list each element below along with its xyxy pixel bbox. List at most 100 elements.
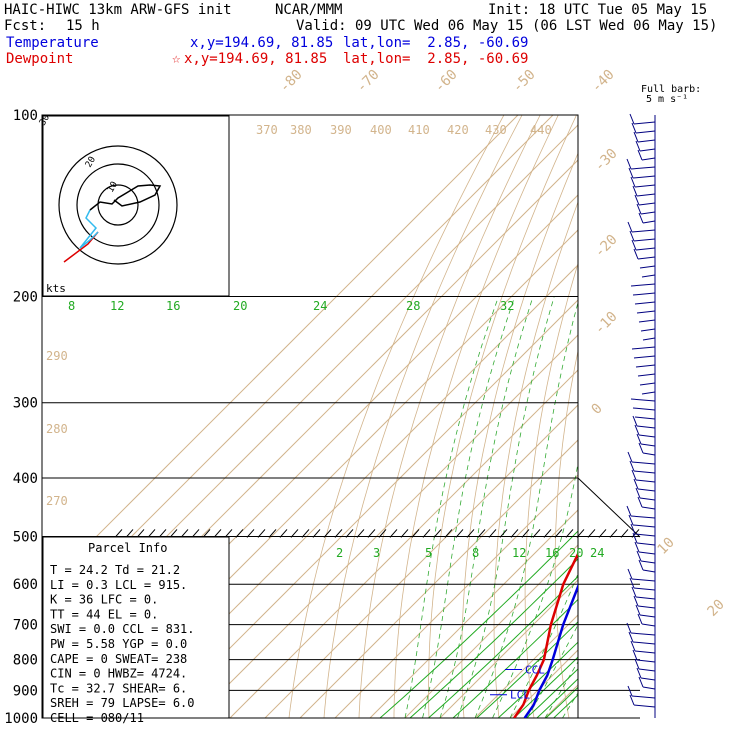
hatch-mark	[290, 529, 299, 538]
parcel-row: CIN = 0 HWBZ= 4724.	[50, 667, 187, 681]
hatch-mark	[389, 529, 398, 538]
moist-adiabat	[404, 296, 499, 718]
wind-barb-flag	[632, 185, 638, 197]
wind-barb	[636, 425, 656, 429]
mixing-ratio-label: 16	[166, 299, 180, 313]
wind-barb	[638, 202, 656, 206]
hatch-mark	[345, 529, 354, 538]
hatch-mark	[191, 529, 200, 538]
wind-barb-flag	[631, 239, 637, 251]
dry-adiabat	[288, 115, 505, 718]
mixing-ratio-line	[497, 641, 578, 718]
init-time: Init: 18 UTC Tue 05 May 15	[488, 2, 708, 18]
mixing-ratio-line	[536, 678, 578, 718]
dry-adiabat	[461, 152, 578, 718]
hatch-mark	[576, 529, 585, 538]
isotherm-label: -80	[277, 67, 306, 96]
wind-barb-flag	[634, 424, 640, 436]
wind-barb	[630, 166, 656, 170]
wind-barb-flag	[636, 203, 642, 215]
mixing-ratio-label: 12	[110, 299, 124, 313]
wind-barb	[640, 328, 656, 332]
moist-adiabat	[439, 296, 534, 718]
wind-barb	[638, 319, 656, 323]
wind-barb-flag	[626, 622, 632, 634]
wind-barb-flag	[630, 176, 636, 188]
wind-barb-flag	[632, 649, 638, 661]
parcel-row: K = 36 LFC = 0.	[50, 593, 158, 607]
mixing-ratio-label: 24	[590, 546, 604, 560]
parcel-title: Parcel Info	[88, 541, 167, 555]
wind-barb-flag	[638, 559, 644, 571]
hodo-ring	[76, 163, 160, 247]
hodo-ring	[58, 145, 178, 265]
wind-barb	[637, 256, 656, 260]
fcst-value: 15 h	[66, 18, 100, 34]
wind-barb-flag	[637, 149, 643, 161]
wind-barb	[633, 355, 656, 359]
mixing-ratio-line	[525, 668, 578, 718]
hatch-mark	[422, 529, 431, 538]
hatch-mark	[444, 529, 453, 538]
dry-adiabat	[493, 200, 578, 718]
wind-barb	[641, 274, 656, 278]
wind-barb	[635, 130, 656, 134]
mixing-ratio-label: 16	[545, 546, 559, 560]
wind-barb-flag	[637, 496, 643, 508]
wind-barb	[640, 443, 656, 447]
wind-barb-flag	[636, 433, 642, 445]
hatch-mark	[224, 529, 233, 538]
wind-barb	[632, 524, 656, 528]
dry-adiabat	[524, 262, 578, 718]
wind-barb-flag	[632, 532, 638, 544]
hatch-mark	[378, 529, 387, 538]
wind-barb	[634, 650, 656, 654]
wind-barb	[637, 488, 656, 492]
hatch-mark	[521, 529, 530, 538]
wind-barb	[639, 614, 656, 618]
hatch-mark	[554, 529, 563, 538]
moist-adiabat	[457, 296, 555, 718]
hatch-mark	[433, 529, 442, 538]
right-bevel	[577, 477, 641, 538]
mixing-ratio-line	[452, 598, 578, 718]
isotherm-line	[509, 649, 578, 718]
wind-barb-flag	[626, 158, 632, 170]
wind-barb-flag	[628, 631, 634, 643]
wind-barb	[641, 157, 656, 161]
wind-barb	[639, 382, 656, 386]
dry-adiabat	[717, 115, 740, 718]
wind-barb-flag	[631, 586, 637, 598]
hatch-mark	[477, 529, 486, 538]
wind-barb	[636, 659, 656, 663]
dry-adiabat	[428, 115, 577, 718]
hatch-mark	[312, 529, 321, 538]
hatch-mark	[488, 529, 497, 538]
mixing-ratio-label: 32	[500, 299, 514, 313]
hatch-mark	[620, 529, 629, 538]
isotherm-label: 20	[705, 597, 728, 620]
parcel-row: T = 24.2 Td = 21.2	[50, 563, 180, 577]
isotherm-label: -50	[510, 67, 539, 96]
dry-adiabat	[692, 115, 740, 718]
temp-latlon: lat,lon= 2.85, -60.69	[343, 35, 529, 51]
wind-barb	[633, 121, 656, 125]
isotherm-line	[369, 509, 578, 718]
wind-barb-flag	[630, 523, 636, 535]
hatch-mark	[257, 529, 266, 538]
hodo-ring-label: 30	[38, 113, 52, 127]
isotherm-line	[544, 684, 578, 718]
dry-adiabat	[393, 115, 559, 718]
moist-adiabat	[474, 300, 578, 718]
hatch-mark	[169, 529, 178, 538]
wind-barb	[642, 220, 656, 224]
mixing-ratio-line	[552, 694, 578, 718]
dew-star-icon: ☆	[172, 51, 181, 67]
pressure-tick-label: 900	[13, 683, 38, 699]
dewpoint-profile	[513, 551, 578, 718]
mixing-ratio-label: 12	[512, 546, 526, 560]
mixing-ratio-label: 8	[472, 546, 479, 560]
wind-barb-flag	[634, 194, 640, 206]
theta-label: 390	[330, 123, 352, 137]
fcst-label: Fcst:	[4, 18, 47, 34]
